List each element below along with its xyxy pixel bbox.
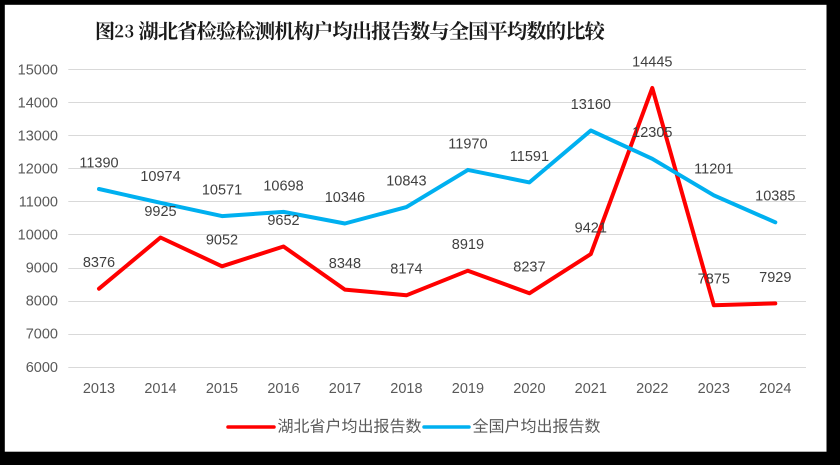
svg-text:11201: 11201: [694, 162, 733, 178]
svg-text:10843: 10843: [386, 174, 426, 190]
svg-text:10974: 10974: [140, 169, 180, 185]
svg-text:9052: 9052: [206, 233, 238, 249]
svg-text:9000: 9000: [26, 261, 58, 277]
svg-text:2022: 2022: [636, 381, 668, 397]
svg-text:2013: 2013: [83, 381, 115, 397]
svg-text:13160: 13160: [571, 97, 611, 113]
svg-text:11970: 11970: [448, 136, 487, 152]
svg-text:8919: 8919: [452, 237, 484, 253]
svg-text:2015: 2015: [206, 381, 238, 397]
svg-text:8237: 8237: [513, 260, 545, 276]
svg-text:11591: 11591: [510, 149, 549, 165]
svg-text:7875: 7875: [698, 272, 730, 288]
svg-text:8376: 8376: [83, 255, 115, 271]
svg-text:2023: 2023: [698, 381, 730, 397]
svg-text:10346: 10346: [325, 190, 365, 206]
svg-text:9925: 9925: [144, 204, 176, 220]
svg-text:11390: 11390: [79, 155, 118, 171]
svg-text:14445: 14445: [632, 54, 672, 70]
svg-text:2021: 2021: [575, 381, 607, 397]
svg-text:9652: 9652: [267, 213, 299, 229]
svg-text:2018: 2018: [390, 381, 422, 397]
svg-text:15000: 15000: [18, 62, 58, 78]
svg-text:10698: 10698: [263, 178, 303, 194]
svg-text:2020: 2020: [513, 381, 545, 397]
svg-text:8000: 8000: [26, 294, 58, 310]
svg-text:2024: 2024: [759, 381, 791, 397]
svg-text:14000: 14000: [18, 95, 58, 111]
svg-text:2014: 2014: [144, 381, 176, 397]
svg-text:2017: 2017: [329, 381, 361, 397]
svg-text:6000: 6000: [26, 360, 58, 376]
svg-text:11000: 11000: [19, 195, 58, 211]
svg-text:2016: 2016: [267, 381, 299, 397]
svg-text:7929: 7929: [759, 270, 791, 286]
svg-text:10000: 10000: [18, 228, 58, 244]
svg-text:8174: 8174: [390, 262, 422, 278]
svg-text:8348: 8348: [329, 256, 361, 272]
svg-text:10571: 10571: [202, 183, 242, 199]
svg-text:10385: 10385: [755, 189, 795, 205]
svg-text:9421: 9421: [575, 221, 607, 237]
svg-text:2019: 2019: [452, 381, 484, 397]
svg-text:12000: 12000: [18, 162, 58, 178]
svg-text:12305: 12305: [632, 125, 672, 141]
svg-text:13000: 13000: [18, 128, 58, 144]
svg-text:7000: 7000: [26, 327, 58, 343]
